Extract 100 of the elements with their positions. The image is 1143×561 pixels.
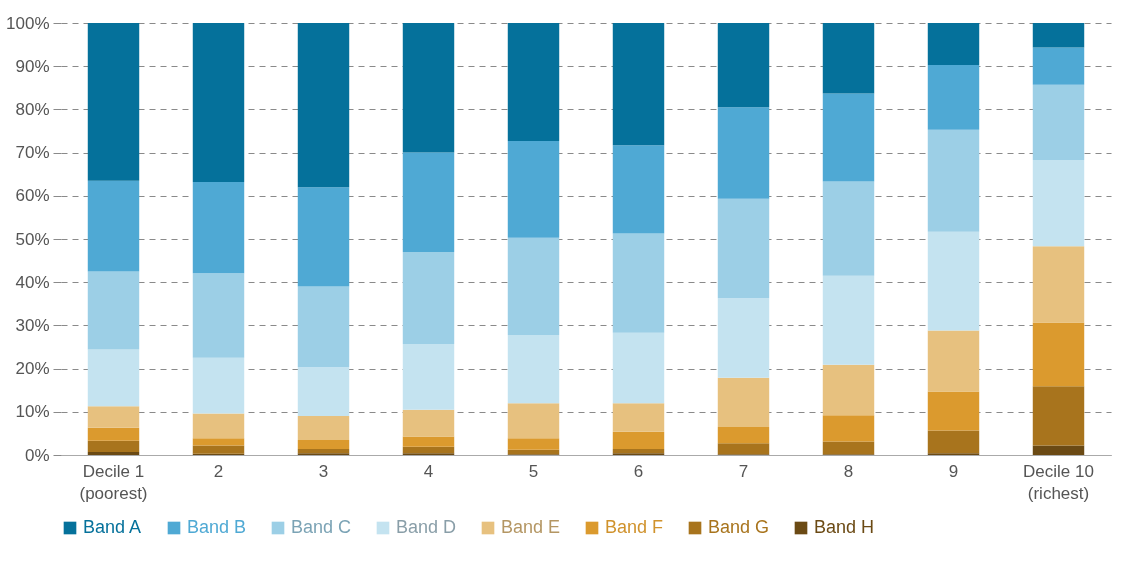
bar (402, 251, 455, 344)
bar (507, 237, 560, 335)
y-tick-label: 60% (15, 186, 50, 206)
bar (612, 233, 665, 333)
legend-label: Band D (396, 517, 457, 537)
bar (87, 440, 140, 452)
bar (297, 187, 350, 287)
bar (402, 409, 455, 437)
bar (822, 441, 875, 455)
bar (87, 23, 140, 181)
legend-label: Band H (814, 517, 875, 537)
bar (507, 334, 560, 404)
bar (717, 107, 770, 199)
bar (927, 64, 980, 130)
bar (507, 403, 560, 439)
bar (192, 413, 245, 439)
bar (927, 391, 980, 431)
bar (192, 445, 245, 454)
bar (612, 431, 665, 449)
bar (402, 23, 455, 153)
bar (612, 23, 665, 146)
bar (402, 446, 455, 454)
bar (612, 403, 665, 432)
bar (822, 364, 875, 416)
bar (192, 181, 245, 274)
bar (192, 273, 245, 358)
y-tick-label: 90% (15, 56, 50, 76)
bar (927, 23, 980, 65)
bar (192, 438, 245, 446)
y-tick-label: 100% (6, 13, 50, 33)
bar (927, 231, 980, 331)
bar (1032, 445, 1085, 455)
x-tick-label: 7 (738, 461, 749, 481)
x-tick-label: 5 (528, 461, 539, 481)
bar (717, 23, 770, 108)
bar (192, 357, 245, 414)
bar (402, 436, 455, 447)
bar (87, 180, 140, 272)
bar (297, 439, 350, 449)
bar (507, 23, 560, 141)
bar (822, 415, 875, 442)
bar (507, 438, 560, 450)
y-tick-label: 20% (15, 359, 50, 379)
bar (297, 416, 350, 440)
bar (402, 343, 455, 410)
bar (1032, 23, 1085, 48)
y-tick-label: 30% (15, 315, 50, 335)
bar (717, 377, 770, 427)
bar (402, 152, 455, 252)
bar (822, 181, 875, 276)
bar (87, 406, 140, 428)
bar (1032, 322, 1085, 387)
bar (822, 23, 875, 94)
legend-label: Band G (708, 517, 770, 537)
legend-label: Band F (605, 517, 664, 537)
bar (1032, 386, 1085, 446)
bar (1032, 246, 1085, 323)
bar (87, 271, 140, 350)
bar (1032, 47, 1085, 85)
x-tick-label: 6 (633, 461, 644, 481)
bar (927, 430, 980, 454)
bar (87, 427, 140, 441)
bar (927, 330, 980, 392)
bar (507, 449, 560, 455)
x-tick-label: 3 (318, 461, 329, 481)
legend-label: Band E (501, 517, 561, 537)
y-tick-label: 80% (15, 99, 50, 119)
bar (1032, 84, 1085, 160)
bar (717, 426, 770, 444)
bar (612, 145, 665, 234)
bar (612, 448, 665, 454)
x-tick-label: 8 (843, 461, 854, 481)
bar (297, 23, 350, 188)
bar (507, 140, 560, 238)
bar (297, 286, 350, 368)
bar (717, 198, 770, 299)
bar (297, 448, 350, 454)
bar (717, 443, 770, 455)
bar (822, 275, 875, 365)
legend-label: Band B (187, 517, 247, 537)
bar (822, 93, 875, 182)
y-tick-label: 0% (24, 445, 50, 465)
bar (1032, 159, 1085, 247)
legend-label: Band C (291, 517, 352, 537)
x-tick-label: 4 (423, 461, 434, 481)
y-tick-label: 50% (15, 229, 50, 249)
bar (87, 451, 140, 455)
bar (612, 332, 665, 404)
y-tick-label: 10% (15, 402, 50, 422)
y-tick-label: 40% (15, 272, 50, 292)
bar (297, 367, 350, 417)
x-tick-label: Decile 10 (richest) (1023, 461, 1094, 503)
y-tick-label: 70% (15, 143, 50, 163)
x-tick-label: Decile 1 (poorest) (79, 461, 148, 503)
bar (717, 298, 770, 378)
x-tick-label: 2 (213, 461, 224, 481)
x-tick-label: 9 (948, 461, 959, 481)
bar (87, 349, 140, 407)
bar (927, 129, 980, 232)
bar (192, 23, 245, 182)
